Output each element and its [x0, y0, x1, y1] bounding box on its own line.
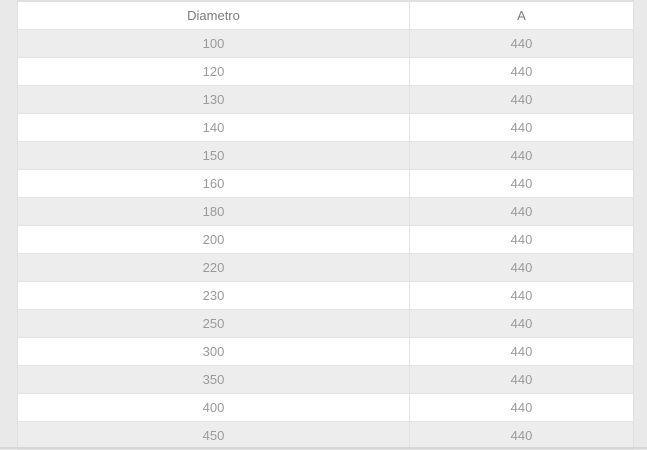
- diametro-cell: 180: [17, 197, 410, 226]
- a-cell: 440: [409, 141, 634, 170]
- diametro-cell: 300: [17, 337, 410, 366]
- table-row: 160 440: [17, 169, 634, 198]
- table-row: 400 440: [17, 393, 634, 422]
- table-row: 200 440: [17, 225, 634, 254]
- a-cell: 440: [409, 113, 634, 142]
- diametro-cell: 140: [17, 113, 410, 142]
- table-row: 350 440: [17, 365, 634, 394]
- spec-table-container: Diametro A 100 440 120 440 130 440 140 440 150 44…: [17, 0, 634, 450]
- table-row: 300 440: [17, 337, 634, 366]
- table-header-row: Diametro A: [17, 1, 634, 30]
- diametro-cell: 250: [17, 309, 410, 338]
- a-cell: 440: [409, 29, 634, 58]
- table-row: 180 440: [17, 197, 634, 226]
- a-cell: 440: [409, 281, 634, 310]
- diametro-spec-table: Diametro A 100 440 120 440 130 440 140 440 150 44…: [17, 0, 634, 450]
- a-cell: 440: [409, 57, 634, 86]
- a-cell: 440: [409, 337, 634, 366]
- diametro-cell: 150: [17, 141, 410, 170]
- table-row: 450 440: [17, 421, 634, 450]
- table-row: 220 440: [17, 253, 634, 282]
- a-cell: 440: [409, 365, 634, 394]
- table-row: 150 440: [17, 141, 634, 170]
- table-row: 130 440: [17, 85, 634, 114]
- diametro-cell: 400: [17, 393, 410, 422]
- table-row: 250 440: [17, 309, 634, 338]
- diametro-cell: 200: [17, 225, 410, 254]
- diametro-cell: 220: [17, 253, 410, 282]
- a-cell: 440: [409, 225, 634, 254]
- a-cell: 440: [409, 169, 634, 198]
- table-row: 230 440: [17, 281, 634, 310]
- a-cell: 440: [409, 197, 634, 226]
- table-header: Diametro A: [17, 1, 634, 30]
- table-body: 100 440 120 440 130 440 140 440 150 440 160 440 180 4…: [17, 29, 634, 450]
- table-row: 140 440: [17, 113, 634, 142]
- a-cell: 440: [409, 393, 634, 422]
- a-cell: 440: [409, 253, 634, 282]
- column-header-a: A: [409, 1, 634, 30]
- diametro-cell: 450: [17, 421, 410, 450]
- panel-bottom-border: [0, 447, 647, 449]
- a-cell: 440: [409, 421, 634, 450]
- diametro-cell: 230: [17, 281, 410, 310]
- diametro-cell: 350: [17, 365, 410, 394]
- diametro-cell: 120: [17, 57, 410, 86]
- column-header-diametro: Diametro: [17, 1, 410, 30]
- a-cell: 440: [409, 85, 634, 114]
- table-row: 100 440: [17, 29, 634, 58]
- a-cell: 440: [409, 309, 634, 338]
- diametro-cell: 160: [17, 169, 410, 198]
- table-row: 120 440: [17, 57, 634, 86]
- diametro-cell: 130: [17, 85, 410, 114]
- diametro-cell: 100: [17, 29, 410, 58]
